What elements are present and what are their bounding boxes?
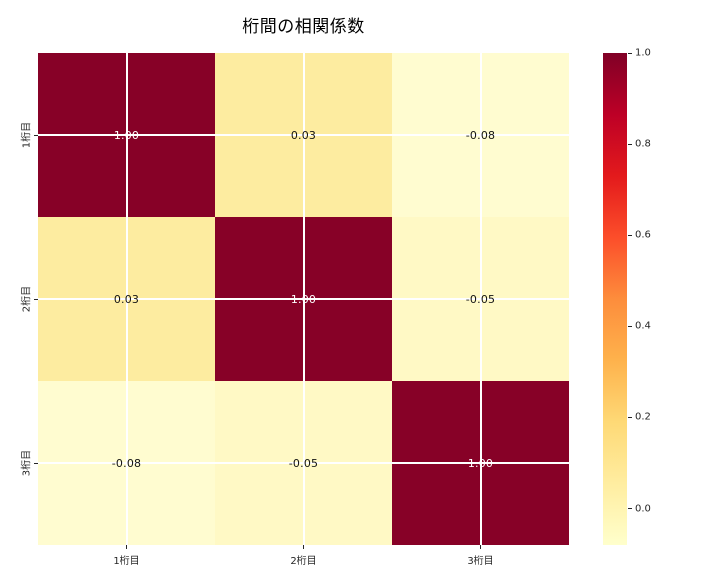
- heatmap-cell: -0.08: [392, 53, 569, 217]
- heatmap-cells: 1.00 0.03 -0.08 0.03 1.00 -0.05 -0.08 -0.05 1.00: [38, 53, 569, 545]
- y-tick-mark: [34, 134, 38, 136]
- cell-value: -0.05: [288, 456, 319, 470]
- cell-value: -0.08: [111, 456, 142, 470]
- y-tick-mark: [34, 298, 38, 300]
- colorbar-tick-label: 0.6: [635, 229, 651, 241]
- colorbar-tick-mark: [628, 325, 632, 327]
- heatmap-cell: -0.05: [215, 381, 392, 545]
- cell-value: 1.00: [113, 128, 140, 142]
- heatmap-cell: 1.00: [215, 217, 392, 381]
- y-tick-label: 3桁目: [21, 449, 33, 477]
- y-tick-label: 1桁目: [21, 121, 33, 149]
- cell-value: 0.03: [290, 128, 317, 142]
- colorbar-tick-label: 0.4: [635, 320, 651, 332]
- y-tick-mark: [34, 462, 38, 464]
- heatmap-plot: 1.00 0.03 -0.08 0.03 1.00 -0.05 -0.08 -0.05 1.00: [38, 53, 569, 545]
- chart-title: 桁間の相関係数: [242, 17, 365, 37]
- colorbar-tick-mark: [628, 508, 632, 510]
- colorbar-tick-label: 0.0: [635, 503, 651, 515]
- colorbar-tick-label: 0.2: [635, 411, 651, 423]
- colorbar-tick-label: 1.0: [635, 47, 651, 59]
- cell-value: 1.00: [467, 456, 494, 470]
- x-tick-mark: [480, 545, 481, 549]
- x-tick-mark: [126, 545, 127, 549]
- heatmap-cell: 0.03: [215, 53, 392, 217]
- y-tick-label: 2桁目: [21, 285, 33, 313]
- colorbar-tick-label: 0.8: [635, 138, 651, 150]
- heatmap-cell: 1.00: [392, 381, 569, 545]
- colorbar-tick-mark: [628, 416, 632, 418]
- cell-value: -0.05: [465, 292, 496, 306]
- x-tick-label: 3桁目: [467, 556, 494, 567]
- x-tick-label: 2桁目: [290, 556, 317, 567]
- heatmap-cell: 1.00: [38, 53, 215, 217]
- heatmap-cell: -0.05: [392, 217, 569, 381]
- heatmap-cell: -0.08: [38, 381, 215, 545]
- x-tick-mark: [303, 545, 304, 549]
- x-tick-label: 1桁目: [113, 556, 140, 567]
- cell-value: -0.08: [465, 128, 496, 142]
- cell-value: 0.03: [113, 292, 140, 306]
- colorbar-tick-mark: [628, 52, 632, 54]
- cell-value: 1.00: [290, 292, 317, 306]
- colorbar-gradient: [603, 53, 627, 545]
- heatmap-cell: 0.03: [38, 217, 215, 381]
- colorbar-tick-mark: [628, 234, 632, 236]
- colorbar-tick-mark: [628, 143, 632, 145]
